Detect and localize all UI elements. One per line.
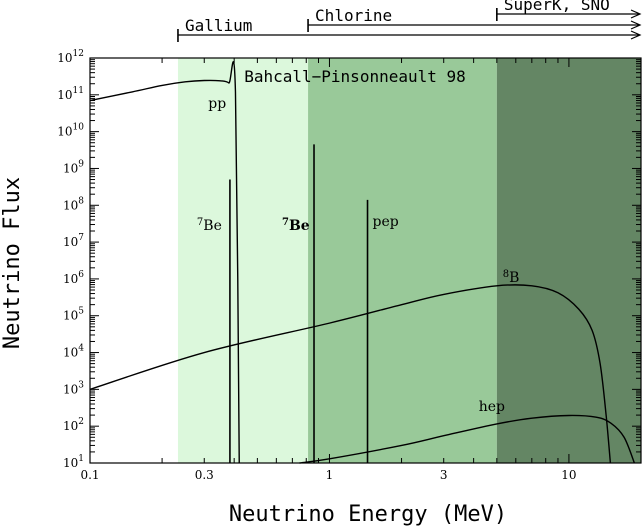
label-pp: pp bbox=[208, 96, 226, 112]
detector-regions bbox=[177, 58, 641, 463]
label-7be-high: 7Be bbox=[282, 217, 310, 234]
x-tick-label: 3 bbox=[440, 468, 448, 482]
label-pep: pep bbox=[373, 214, 399, 230]
y-tick-label: 109 bbox=[63, 159, 84, 175]
arrow-head-gallium bbox=[630, 30, 642, 40]
y-tick-label: 102 bbox=[63, 417, 84, 433]
line-sources bbox=[229, 144, 369, 463]
x-tick-label: 0.1 bbox=[80, 468, 99, 482]
y-tick-label: 106 bbox=[63, 270, 84, 286]
y-tick-label: 103 bbox=[63, 380, 84, 396]
x-tick-label: 10 bbox=[561, 468, 576, 482]
x-axis-label: Neutrino Energy (MeV) bbox=[229, 502, 507, 527]
y-tick-label: 101 bbox=[63, 454, 84, 470]
curve-8b bbox=[89, 284, 612, 464]
y-axis-ticks: 101 102 103 104 105 106 107 108 109 1010 1011 1012 bbox=[57, 49, 641, 470]
x-tick-label: 0.3 bbox=[195, 468, 214, 482]
y-tick-label: 107 bbox=[63, 233, 84, 249]
region-chlorine bbox=[308, 58, 497, 463]
region-superk-sno bbox=[496, 58, 641, 463]
region-gallium bbox=[177, 58, 309, 463]
detector-label-gallium: Gallium bbox=[185, 16, 252, 35]
arrow-head-superk-sno bbox=[630, 9, 642, 19]
label-hep: hep bbox=[479, 399, 505, 415]
label-7be-low: 7Be bbox=[197, 217, 222, 234]
chart-title: Bahcall−Pinsonneault 98 bbox=[244, 67, 466, 86]
arrow-head-chlorine bbox=[630, 20, 642, 30]
y-tick-label: 1012 bbox=[57, 49, 84, 65]
y-tick-label: 108 bbox=[63, 196, 84, 212]
curve-labels: pp 8B hep 7Be 7Be pep bbox=[197, 96, 519, 415]
plot-frame bbox=[89, 57, 642, 464]
y-tick-label: 1011 bbox=[57, 86, 84, 102]
x-tick-label: 1 bbox=[326, 468, 334, 482]
plot-border bbox=[89, 57, 642, 464]
curve-hep bbox=[299, 414, 636, 464]
detector-threshold-arrows: Gallium Chlorine SuperK, SNO bbox=[177, 0, 642, 42]
detector-label-superk-sno: SuperK, SNO bbox=[504, 0, 610, 14]
y-axis-label: Neutrino Flux bbox=[0, 177, 25, 349]
y-tick-label: 105 bbox=[63, 307, 84, 323]
curve-pp bbox=[89, 61, 240, 464]
x-axis-ticks: 0.1 0.3 1 3 10 bbox=[80, 58, 642, 482]
y-tick-label: 104 bbox=[63, 344, 84, 360]
detector-label-chlorine: Chlorine bbox=[315, 6, 392, 25]
label-8b: 8B bbox=[503, 269, 520, 286]
flux-curves bbox=[89, 61, 636, 464]
y-tick-label: 1010 bbox=[57, 123, 84, 139]
